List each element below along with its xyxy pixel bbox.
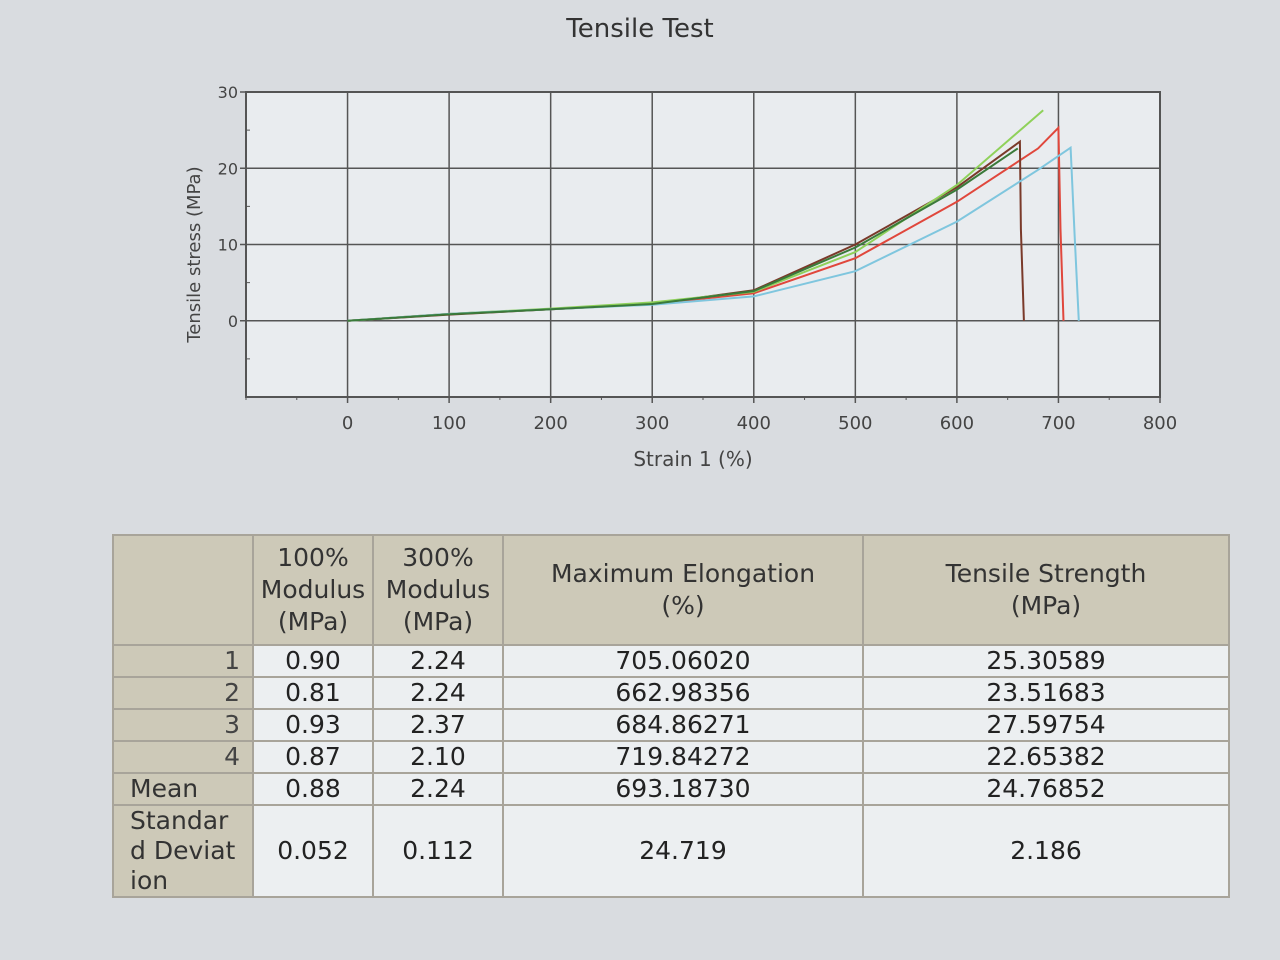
header-line: Modulus	[385, 575, 491, 604]
y-tick-label: 20	[218, 159, 238, 178]
table-row: 2 0.81 2.24 662.98356 23.51683	[112, 676, 1230, 710]
x-tick-label: 300	[635, 413, 669, 434]
y-tick-label: 10	[218, 236, 238, 255]
table-row: 1 0.90 2.24 705.06020 25.30589	[112, 644, 1230, 678]
cell-300-modulus: 2.24	[372, 772, 504, 806]
table-row: 3 0.93 2.37 684.86271 27.59754	[112, 708, 1230, 742]
x-tick-label: 100	[432, 413, 466, 434]
cell-tensile-strength: 2.186	[862, 804, 1230, 898]
y-axis-label: Tensile stress (MPa)	[184, 166, 205, 343]
cell-100-modulus: 0.93	[252, 708, 374, 742]
table-row-mean: Mean 0.88 2.24 693.18730 24.76852	[112, 772, 1230, 806]
cell-max-elongation: 705.06020	[502, 644, 864, 678]
header-line: (%)	[661, 591, 705, 620]
cell-max-elongation: 662.98356	[502, 676, 864, 710]
header-100-modulus: 100% Modulus (MPa)	[252, 534, 374, 646]
chart-title: Tensile Test	[566, 14, 714, 44]
x-tick-label: 0	[342, 413, 353, 434]
header-line: (MPa)	[402, 607, 474, 636]
table-row: 4 0.87 2.10 719.84272 22.65382	[112, 740, 1230, 774]
x-tick-label: 400	[737, 413, 771, 434]
row-label: 2	[112, 676, 254, 710]
x-tick-label: 800	[1143, 413, 1177, 434]
cell-tensile-strength: 25.30589	[862, 644, 1230, 678]
header-max-elongation: Maximum Elongation (%)	[502, 534, 864, 646]
header-tensile-strength: Tensile Strength (MPa)	[862, 534, 1230, 646]
header-line: Tensile Strength	[945, 559, 1147, 588]
cell-300-modulus: 0.112	[372, 804, 504, 898]
row-label: 1	[112, 644, 254, 678]
cell-tensile-strength: 27.59754	[862, 708, 1230, 742]
cell-tensile-strength: 24.76852	[862, 772, 1230, 806]
y-tick-label: 0	[228, 312, 238, 331]
row-label: Standard Deviation	[112, 804, 254, 898]
x-tick-label: 600	[940, 413, 974, 434]
cell-100-modulus: 0.87	[252, 740, 374, 774]
cell-100-modulus: 0.81	[252, 676, 374, 710]
header-line: (MPa)	[1010, 591, 1082, 620]
cell-300-modulus: 2.24	[372, 676, 504, 710]
cell-100-modulus: 0.88	[252, 772, 374, 806]
cell-max-elongation: 24.719	[502, 804, 864, 898]
cell-300-modulus: 2.37	[372, 708, 504, 742]
y-tick-label: 30	[218, 83, 238, 102]
cell-tensile-strength: 22.65382	[862, 740, 1230, 774]
table-header-row: 100% Modulus (MPa) 300% Modulus (MPa) Ma…	[112, 534, 1230, 646]
cell-max-elongation: 719.84272	[502, 740, 864, 774]
cell-100-modulus: 0.052	[252, 804, 374, 898]
series-line-5	[347, 147, 1019, 322]
table-row-std-dev: Standard Deviation 0.052 0.112 24.719 2.…	[112, 804, 1230, 898]
header-corner	[112, 534, 254, 646]
header-line: 300%	[402, 543, 474, 572]
cell-max-elongation: 693.18730	[502, 772, 864, 806]
cell-300-modulus: 2.24	[372, 644, 504, 678]
cell-tensile-strength: 23.51683	[862, 676, 1230, 710]
results-table: 100% Modulus (MPa) 300% Modulus (MPa) Ma…	[112, 534, 1230, 898]
header-line: (MPa)	[277, 607, 349, 636]
x-tick-label: 200	[533, 413, 567, 434]
cell-100-modulus: 0.90	[252, 644, 374, 678]
cell-300-modulus: 2.10	[372, 740, 504, 774]
header-line: Maximum Elongation	[550, 559, 816, 588]
header-line: Modulus	[260, 575, 366, 604]
header-line: 100%	[277, 543, 349, 572]
x-axis-label: Strain 1 (%)	[633, 447, 752, 471]
row-label: 4	[112, 740, 254, 774]
x-tick-label: 500	[838, 413, 872, 434]
row-label: 3	[112, 708, 254, 742]
x-tick-label: 700	[1041, 413, 1075, 434]
cell-max-elongation: 684.86271	[502, 708, 864, 742]
row-label: Mean	[112, 772, 254, 806]
header-300-modulus: 300% Modulus (MPa)	[372, 534, 504, 646]
tensile-chart: 0 100 200 300 400 500 600 700 800 0 10 20 30 Strain 1…	[184, 83, 1177, 471]
